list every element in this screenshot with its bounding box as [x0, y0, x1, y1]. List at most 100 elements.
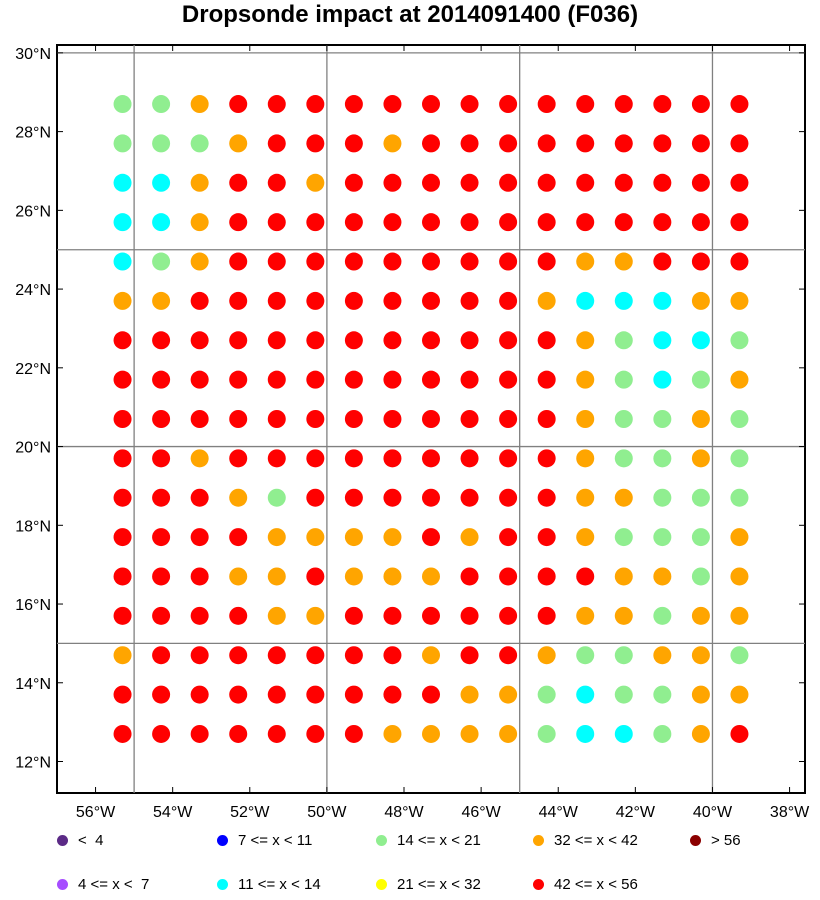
- impact-point: [576, 606, 595, 625]
- impact-point: [190, 213, 209, 232]
- impact-point: [537, 134, 556, 153]
- impact-point: [730, 252, 749, 271]
- impact-point: [730, 567, 749, 586]
- impact-point: [691, 173, 710, 192]
- impact-point: [576, 95, 595, 114]
- impact-point: [344, 646, 363, 665]
- impact-point: [344, 331, 363, 350]
- impact-point: [691, 449, 710, 468]
- impact-point: [614, 567, 633, 586]
- impact-point: [691, 213, 710, 232]
- impact-point: [229, 291, 248, 310]
- impact-point: [306, 646, 325, 665]
- impact-point: [499, 252, 518, 271]
- impact-point: [306, 449, 325, 468]
- impact-point: [422, 449, 440, 468]
- impact-point: [229, 134, 248, 153]
- impact-point: [730, 488, 749, 507]
- longitude-label: 56°W: [76, 804, 116, 821]
- impact-point: [344, 606, 363, 625]
- impact-point: [190, 173, 209, 192]
- impact-point: [190, 646, 209, 665]
- legend-swatch: [690, 834, 701, 846]
- latitude-label: 16°N: [15, 597, 51, 614]
- impact-point: [537, 528, 556, 547]
- legend-item: > 56: [690, 830, 741, 850]
- impact-point: [344, 567, 363, 586]
- legend-item: 32 <= x < 42: [533, 830, 638, 850]
- impact-point: [344, 488, 363, 507]
- impact-point: [537, 331, 556, 350]
- legend-item: 4 <= x < 7: [57, 874, 149, 894]
- impact-point: [113, 606, 132, 625]
- impact-point: [306, 567, 325, 586]
- impact-point: [152, 724, 171, 743]
- impact-point: [152, 685, 171, 704]
- impact-point: [422, 252, 440, 271]
- impact-point: [306, 528, 325, 547]
- impact-point: [422, 488, 440, 507]
- impact-point: [113, 646, 132, 665]
- legend-label: 14 <= x < 21: [397, 831, 481, 849]
- impact-point: [653, 331, 672, 350]
- longitude-label: 44°W: [539, 804, 579, 821]
- impact-point: [190, 291, 209, 310]
- impact-point: [614, 213, 633, 232]
- legend-swatch: [376, 878, 387, 890]
- longitude-label: 48°W: [384, 804, 424, 821]
- impact-point: [691, 685, 710, 704]
- impact-point: [344, 134, 363, 153]
- impact-point: [229, 488, 248, 507]
- impact-point: [691, 95, 710, 114]
- impact-point: [267, 291, 286, 310]
- impact-point: [460, 134, 479, 153]
- impact-point: [306, 488, 325, 507]
- impact-point: [653, 95, 672, 114]
- impact-point: [422, 646, 440, 665]
- latitude-label: 20°N: [15, 440, 51, 457]
- impact-point: [383, 291, 402, 310]
- legend-item: < 4: [57, 830, 103, 850]
- impact-point: [267, 724, 286, 743]
- longitude-label: 42°W: [616, 804, 656, 821]
- impact-point: [653, 646, 672, 665]
- impact-point: [113, 252, 132, 271]
- impact-points: [113, 95, 749, 743]
- impact-point: [152, 410, 171, 428]
- impact-point: [229, 567, 248, 586]
- impact-point: [152, 331, 171, 350]
- impact-point: [229, 213, 248, 232]
- impact-point: [691, 488, 710, 507]
- impact-point: [383, 173, 402, 192]
- impact-point: [383, 331, 402, 350]
- impact-point: [460, 95, 479, 114]
- impact-point: [152, 528, 171, 547]
- impact-point: [730, 134, 749, 153]
- impact-point: [499, 213, 518, 232]
- latitude-label: 28°N: [15, 125, 51, 142]
- impact-point: [691, 528, 710, 547]
- impact-point: [691, 606, 710, 625]
- impact-point: [653, 252, 672, 271]
- impact-point: [499, 331, 518, 350]
- impact-point: [730, 213, 749, 232]
- impact-point: [537, 252, 556, 271]
- impact-point: [229, 370, 248, 389]
- impact-point: [576, 410, 595, 428]
- latitude-label: 30°N: [15, 46, 51, 63]
- impact-point: [306, 95, 325, 114]
- impact-point: [653, 213, 672, 232]
- impact-point: [190, 724, 209, 743]
- longitude-label: 46°W: [461, 804, 501, 821]
- impact-point: [190, 410, 209, 428]
- impact-point: [614, 173, 633, 192]
- impact-point: [267, 173, 286, 192]
- impact-point: [306, 134, 325, 153]
- impact-point: [229, 646, 248, 665]
- impact-point: [653, 134, 672, 153]
- impact-point: [499, 173, 518, 192]
- impact-point: [229, 724, 248, 743]
- impact-point: [422, 567, 440, 586]
- impact-point: [190, 370, 209, 389]
- impact-point: [499, 606, 518, 625]
